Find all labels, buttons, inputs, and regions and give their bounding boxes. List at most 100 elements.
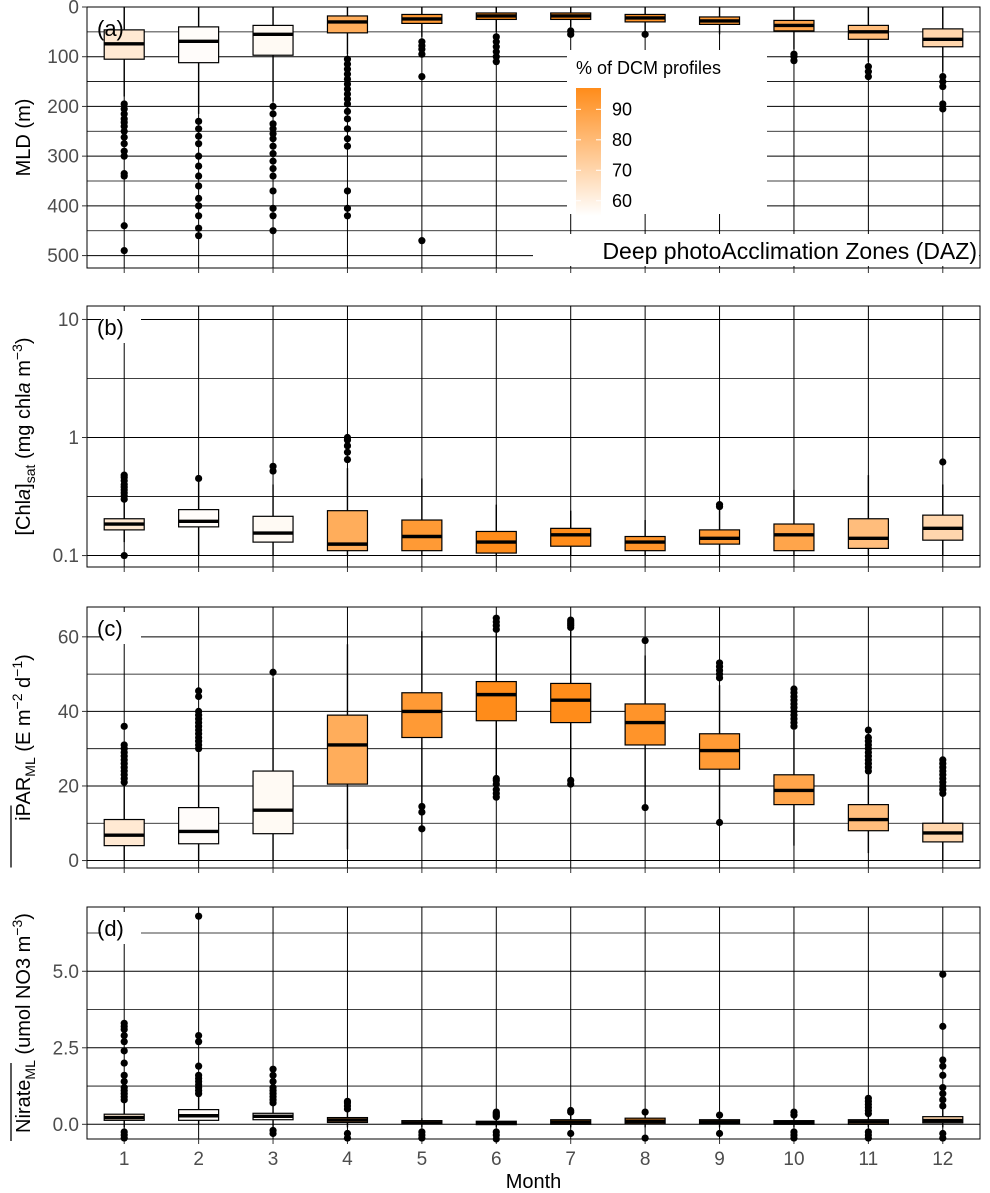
box-month-3 xyxy=(252,7,294,235)
outlier-point xyxy=(269,1083,277,1092)
box-month-5 xyxy=(401,7,443,245)
box-month-2 xyxy=(178,474,220,556)
outlier-point xyxy=(120,1047,128,1055)
box-month-11 xyxy=(847,475,889,556)
x-tick-label: 3 xyxy=(268,1149,279,1170)
box-iqr xyxy=(178,509,220,528)
box-month-9 xyxy=(698,659,741,827)
outlier-point xyxy=(418,237,426,245)
outlier-point xyxy=(269,668,277,676)
box-month-7 xyxy=(550,1106,592,1138)
outlier-point xyxy=(567,776,575,784)
box-month-8 xyxy=(624,520,666,556)
x-tick-label: 6 xyxy=(491,1149,502,1170)
outlier-point xyxy=(715,1111,724,1119)
outlier-point xyxy=(195,912,203,920)
outlier-point xyxy=(641,1134,649,1142)
outlier-point xyxy=(195,1038,203,1046)
y-axis-label: MLD (m) xyxy=(13,99,35,177)
y-tick-label: 40 xyxy=(58,702,79,723)
box-month-8 xyxy=(624,1108,666,1142)
box-month-9 xyxy=(698,1111,741,1138)
outlier-point xyxy=(120,105,128,113)
outlier-point xyxy=(120,471,128,479)
outlier-point xyxy=(269,187,277,195)
panel-tag-background xyxy=(101,311,141,343)
x-tick-label: 12 xyxy=(932,1149,953,1170)
outlier-point xyxy=(343,212,352,220)
outlier-point xyxy=(195,232,203,240)
outlier-point xyxy=(120,247,128,255)
outlier-point xyxy=(120,1059,128,1067)
outlier-point xyxy=(939,970,947,978)
box-month-9 xyxy=(698,501,741,556)
box-month-2 xyxy=(178,912,220,1125)
outlier-point xyxy=(939,1071,947,1079)
outlier-point xyxy=(939,73,947,81)
outlier-point xyxy=(418,825,426,833)
outlier-point xyxy=(269,1071,277,1079)
box-month-1 xyxy=(103,7,145,255)
y-axis-label-part: −2 xyxy=(9,693,25,709)
box-month-5 xyxy=(401,1118,443,1142)
box-iqr xyxy=(178,806,220,845)
y-tick-label: 60 xyxy=(58,627,79,648)
outlier-point xyxy=(195,212,203,220)
outlier-point xyxy=(939,1022,947,1030)
y-tick-label: 100 xyxy=(47,47,79,68)
box-month-6 xyxy=(475,504,517,556)
y-axis-label-part: d xyxy=(13,677,35,694)
outlier-point xyxy=(492,1128,500,1136)
box-month-2 xyxy=(178,687,220,861)
box-iqr xyxy=(773,523,815,552)
panel-frame xyxy=(86,305,981,568)
outlier-point xyxy=(269,135,277,143)
outlier-point xyxy=(343,135,352,143)
outlier-point xyxy=(195,140,203,148)
outlier-point xyxy=(864,1094,872,1102)
box-iqr xyxy=(252,770,294,835)
daz-label-background xyxy=(533,234,979,266)
outlier-point xyxy=(492,33,500,41)
y-axis-label-part: ] xyxy=(13,483,35,489)
outlier-point xyxy=(418,45,426,53)
legend-tick-label: 60 xyxy=(612,191,632,211)
outlier-point xyxy=(343,65,352,73)
x-tick-label: 8 xyxy=(640,1149,651,1170)
y-axis-label-part: a xyxy=(13,489,35,500)
outlier-point xyxy=(939,1102,947,1110)
outlier-point xyxy=(343,95,352,103)
legend-title: % of DCM profiles xyxy=(576,58,721,78)
box-month-3 xyxy=(252,1065,294,1138)
box-iqr xyxy=(252,24,294,56)
outlier-point xyxy=(492,58,500,66)
outlier-point xyxy=(343,125,352,133)
outlier-point xyxy=(567,616,575,624)
y-axis-label-part: a xyxy=(13,382,35,393)
outlier-point xyxy=(343,115,352,123)
outlier-point xyxy=(343,90,352,98)
outlier-point xyxy=(492,48,500,56)
box-month-6 xyxy=(475,7,517,66)
x-tick-label: 2 xyxy=(193,1149,204,1170)
legend: % of DCM profiles 90 80 70 60 xyxy=(576,58,721,216)
panel-tag: (b) xyxy=(97,315,124,340)
outlier-point xyxy=(343,448,352,456)
x-tick-label: 11 xyxy=(859,1149,879,1170)
y-tick-label: 20 xyxy=(58,776,79,797)
panel-d: 0.0 2.5 5.0 (d) NirateML (umol NO3 m−3) xyxy=(9,906,981,1144)
box-month-3 xyxy=(252,668,294,861)
y-axis-label-part: m xyxy=(13,360,35,382)
outlier-point xyxy=(343,80,352,88)
outlier-point xyxy=(343,60,352,68)
outlier-point xyxy=(418,50,426,58)
outlier-point xyxy=(195,1071,203,1079)
y-tick-label: 0.1 xyxy=(53,546,79,567)
outlier-point xyxy=(120,551,128,560)
box-month-12 xyxy=(922,458,964,556)
box-iqr xyxy=(326,714,369,785)
outlier-point xyxy=(195,474,203,483)
outlier-point xyxy=(195,172,203,180)
legend-colorbar xyxy=(576,88,601,216)
